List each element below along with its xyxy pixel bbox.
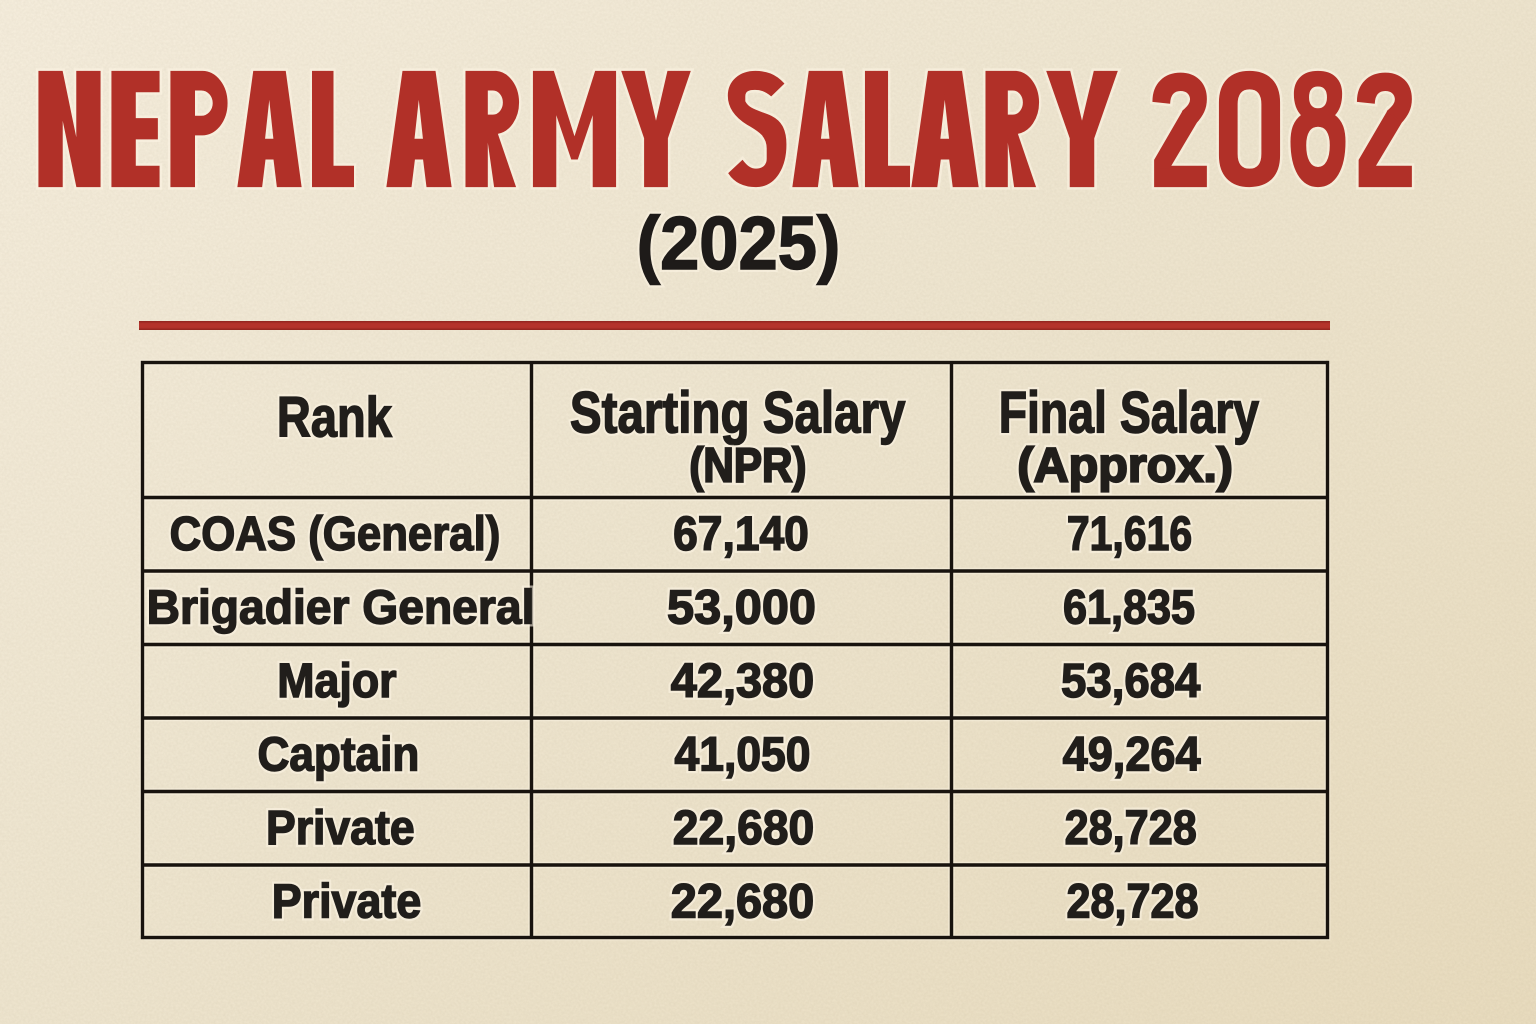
svg-text:(NPR): (NPR) [689, 438, 806, 492]
svg-text:Captain: Captain [257, 727, 419, 781]
svg-text:Private: Private [266, 800, 415, 854]
svg-text:Major: Major [277, 654, 396, 708]
svg-text:(Approx.): (Approx.) [1017, 439, 1233, 493]
svg-text:Private: Private [272, 874, 422, 928]
svg-text:(Approx.): (Approx.) [1017, 439, 1233, 493]
svg-text:Major: Major [277, 654, 396, 708]
svg-text:53,684: 53,684 [1061, 654, 1200, 707]
svg-text:Final Salary: Final Salary [999, 380, 1260, 445]
svg-text:49,264: 49,264 [1063, 727, 1201, 781]
svg-text:Rank: Rank [277, 386, 393, 449]
svg-text:49,264: 49,264 [1063, 727, 1201, 781]
svg-text:53,000: 53,000 [667, 581, 816, 635]
svg-text:28,728: 28,728 [1066, 874, 1198, 928]
svg-text:53,000: 53,000 [667, 581, 816, 635]
svg-text:22,680: 22,680 [673, 800, 814, 854]
svg-text:71,616: 71,616 [1067, 508, 1192, 561]
svg-text:41,050: 41,050 [674, 727, 810, 781]
svg-text:Rank: Rank [277, 386, 393, 449]
svg-text:Brigadier General: Brigadier General [147, 580, 535, 634]
svg-text:22,680: 22,680 [671, 875, 814, 929]
svg-text:(2025): (2025) [637, 202, 841, 285]
svg-text:COAS (General): COAS (General) [170, 506, 501, 560]
svg-text:41,050: 41,050 [674, 727, 810, 781]
svg-text:28,728: 28,728 [1065, 801, 1197, 855]
svg-text:Starting Salary: Starting Salary [570, 381, 906, 446]
svg-text:COAS (General): COAS (General) [170, 506, 501, 560]
svg-text:42,380: 42,380 [671, 655, 814, 709]
svg-text:42,380: 42,380 [671, 655, 814, 709]
svg-text:(NPR): (NPR) [689, 438, 806, 492]
svg-text:61,835: 61,835 [1063, 580, 1195, 634]
svg-text:Starting Salary: Starting Salary [570, 381, 906, 446]
svg-text:28,728: 28,728 [1065, 801, 1197, 855]
svg-text:67,140: 67,140 [673, 506, 809, 560]
svg-text:22,680: 22,680 [673, 800, 814, 854]
svg-text:(2025): (2025) [637, 202, 841, 285]
svg-text:71,616: 71,616 [1067, 508, 1192, 561]
svg-text:Final Salary: Final Salary [999, 380, 1260, 445]
svg-text:28,728: 28,728 [1066, 874, 1198, 928]
svg-text:67,140: 67,140 [673, 506, 809, 560]
svg-text:61,835: 61,835 [1063, 580, 1195, 634]
svg-text:53,684: 53,684 [1061, 654, 1200, 707]
svg-text:22,680: 22,680 [671, 875, 814, 929]
svg-text:Captain: Captain [257, 727, 419, 781]
svg-text:Private: Private [266, 800, 415, 854]
svg-text:Private: Private [272, 874, 422, 928]
svg-text:Brigadier General: Brigadier General [147, 580, 535, 634]
